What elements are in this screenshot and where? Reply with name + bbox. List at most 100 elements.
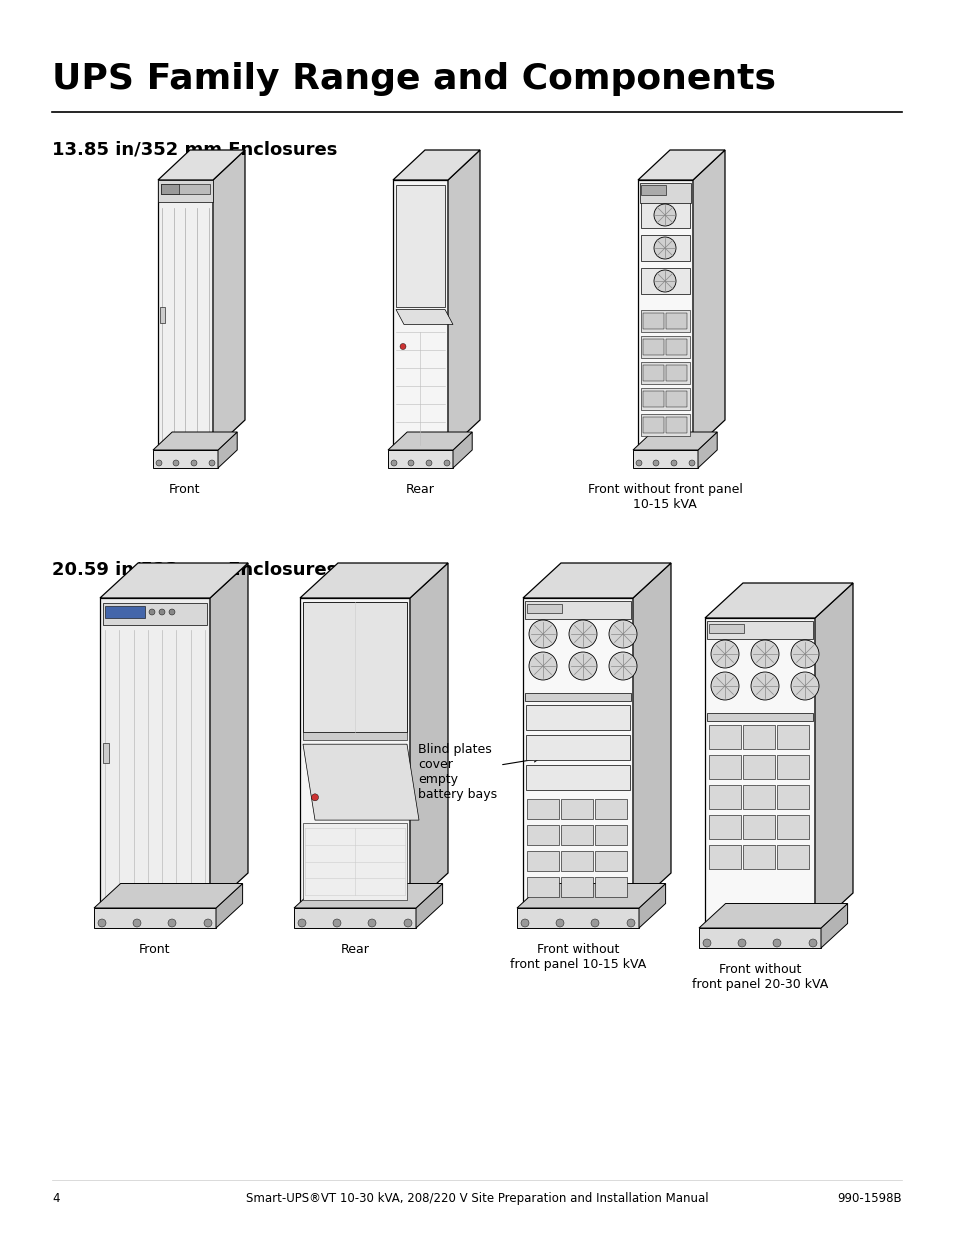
Polygon shape — [299, 563, 448, 598]
Text: Rear: Rear — [340, 944, 369, 956]
Circle shape — [333, 919, 340, 927]
Bar — [708, 845, 740, 869]
Bar — [665, 338, 686, 354]
Circle shape — [608, 652, 637, 680]
Bar — [742, 815, 774, 839]
Circle shape — [608, 620, 637, 648]
Circle shape — [790, 672, 818, 700]
Circle shape — [738, 939, 745, 947]
Bar — [525, 735, 629, 760]
Bar — [560, 825, 593, 845]
Text: Smart-UPS®VT 10-30 kVA, 208/220 V Site Preparation and Installation Manual: Smart-UPS®VT 10-30 kVA, 208/220 V Site P… — [246, 1192, 707, 1205]
Polygon shape — [410, 563, 448, 908]
Bar — [706, 713, 812, 721]
Circle shape — [403, 919, 412, 927]
Bar — [776, 725, 808, 748]
Polygon shape — [393, 180, 448, 450]
Circle shape — [520, 919, 529, 927]
Bar — [525, 764, 629, 790]
Circle shape — [688, 459, 695, 466]
Polygon shape — [522, 563, 670, 598]
Polygon shape — [94, 883, 242, 908]
Circle shape — [652, 459, 659, 466]
Text: 20.59 in/523 mm Enclosures: 20.59 in/523 mm Enclosures — [52, 559, 337, 578]
Bar — [708, 785, 740, 809]
Circle shape — [159, 609, 165, 615]
Polygon shape — [638, 149, 724, 180]
Bar — [742, 785, 774, 809]
Bar — [560, 877, 593, 897]
Polygon shape — [100, 598, 210, 908]
Polygon shape — [152, 432, 237, 450]
Circle shape — [790, 640, 818, 668]
Bar — [640, 235, 689, 261]
Circle shape — [529, 620, 557, 648]
Polygon shape — [100, 563, 248, 598]
Bar — [595, 825, 626, 845]
Bar — [526, 825, 558, 845]
Bar — [742, 725, 774, 748]
Bar — [524, 693, 630, 701]
Polygon shape — [416, 883, 442, 927]
Polygon shape — [633, 563, 670, 908]
Polygon shape — [213, 149, 245, 450]
Bar — [640, 268, 689, 294]
Circle shape — [426, 459, 432, 466]
Bar — [303, 823, 407, 900]
Bar — [595, 799, 626, 819]
Bar — [776, 815, 808, 839]
Polygon shape — [215, 883, 242, 927]
Circle shape — [654, 204, 676, 226]
Circle shape — [626, 919, 635, 927]
Polygon shape — [388, 432, 472, 450]
Circle shape — [312, 794, 318, 800]
Circle shape — [654, 237, 676, 259]
Bar — [642, 338, 663, 354]
Circle shape — [772, 939, 781, 947]
Circle shape — [168, 919, 175, 927]
Circle shape — [149, 609, 154, 615]
Polygon shape — [158, 180, 213, 450]
Bar — [526, 877, 558, 897]
Bar — [642, 391, 663, 408]
Text: Rear: Rear — [405, 483, 434, 496]
Circle shape — [636, 459, 641, 466]
Circle shape — [156, 459, 162, 466]
Polygon shape — [814, 583, 852, 927]
Circle shape — [750, 640, 779, 668]
Bar — [642, 417, 663, 433]
Polygon shape — [704, 583, 852, 618]
Circle shape — [191, 459, 196, 466]
Bar — [708, 815, 740, 839]
Polygon shape — [699, 927, 821, 948]
Polygon shape — [821, 904, 846, 948]
Polygon shape — [699, 904, 846, 927]
Text: Front without front panel
10-15 kVA: Front without front panel 10-15 kVA — [587, 483, 741, 511]
Polygon shape — [158, 149, 245, 180]
Circle shape — [654, 270, 676, 291]
Polygon shape — [517, 883, 665, 908]
Polygon shape — [218, 432, 237, 468]
Bar — [395, 185, 444, 306]
Circle shape — [808, 939, 816, 947]
Bar — [708, 624, 743, 634]
Bar — [665, 417, 686, 433]
Text: 13.85 in/352 mm Enclosures: 13.85 in/352 mm Enclosures — [52, 140, 337, 158]
Polygon shape — [633, 450, 698, 468]
Bar — [303, 601, 407, 732]
Circle shape — [568, 652, 597, 680]
Circle shape — [297, 919, 306, 927]
Text: UPS Family Range and Components: UPS Family Range and Components — [52, 62, 775, 96]
Bar — [706, 621, 812, 638]
Polygon shape — [633, 432, 717, 450]
Circle shape — [443, 459, 450, 466]
Polygon shape — [517, 908, 639, 927]
Polygon shape — [692, 149, 724, 450]
Circle shape — [710, 640, 739, 668]
Text: 4: 4 — [52, 1192, 59, 1205]
Bar — [640, 388, 689, 410]
Circle shape — [204, 919, 212, 927]
Polygon shape — [393, 149, 479, 180]
Circle shape — [172, 459, 179, 466]
Polygon shape — [294, 908, 416, 927]
